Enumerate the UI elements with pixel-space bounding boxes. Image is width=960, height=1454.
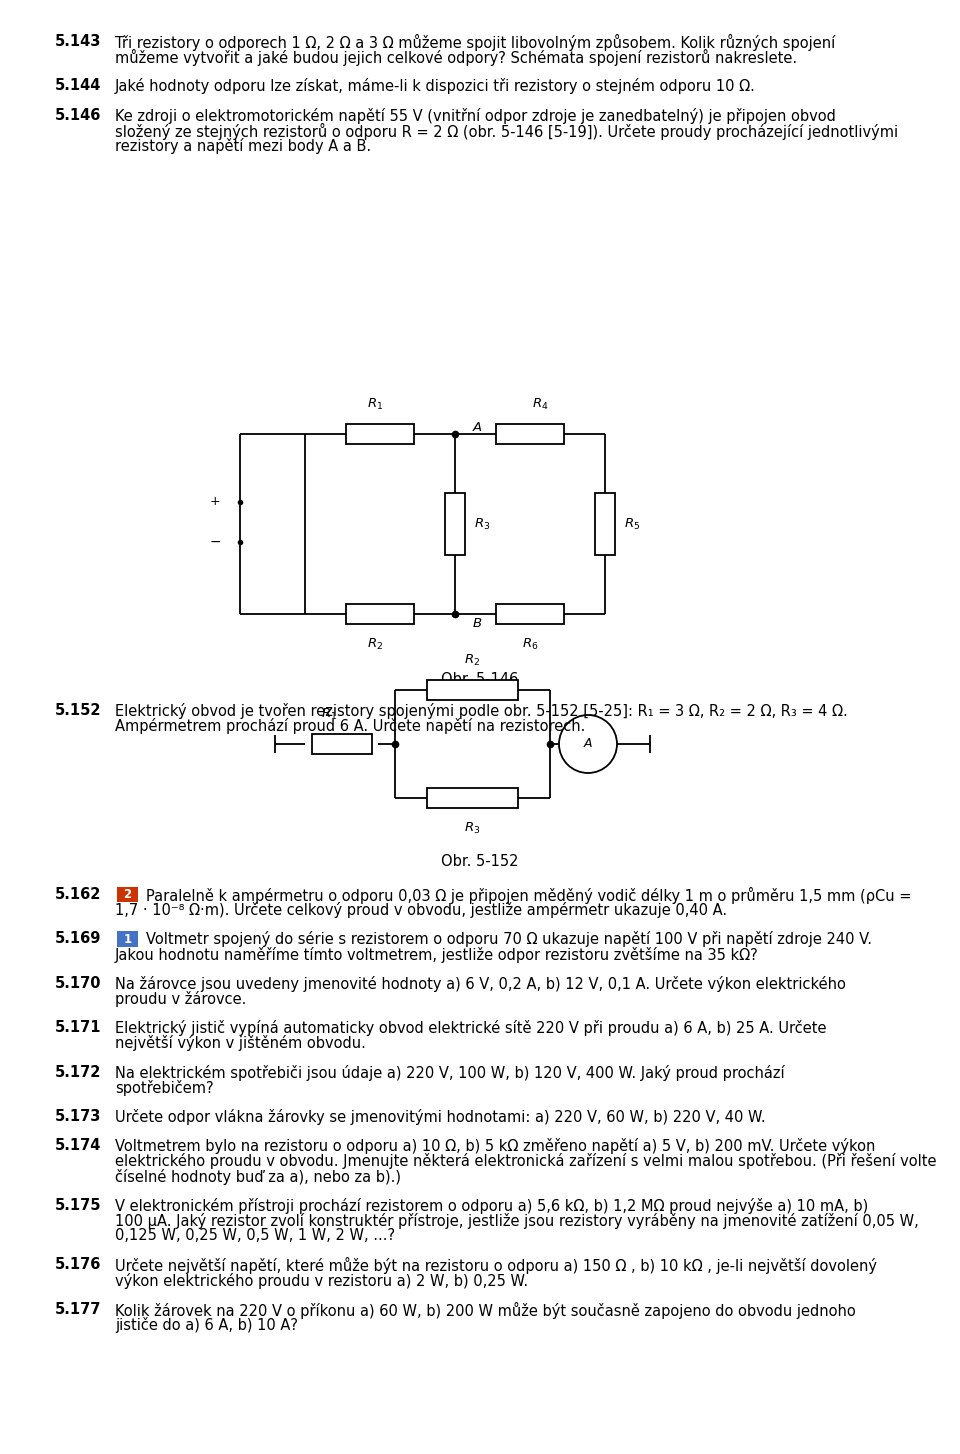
Text: číselné hodnoty buď za a), nebo za b).): číselné hodnoty buď za a), nebo za b).) xyxy=(115,1169,401,1185)
Text: $R_1$: $R_1$ xyxy=(367,397,383,411)
Text: Obr. 5-152: Obr. 5-152 xyxy=(442,853,518,869)
Text: Na žárovce jsou uvedeny jmenovité hodnoty a) 6 V, 0,2 A, b) 12 V, 0,1 A. Určete : Na žárovce jsou uvedeny jmenovité hodnot… xyxy=(115,976,846,992)
Text: rezistory a napětí mezi body A a B.: rezistory a napětí mezi body A a B. xyxy=(115,138,372,154)
Bar xyxy=(346,603,414,624)
Text: $R_1$: $R_1$ xyxy=(322,707,338,721)
Bar xyxy=(496,603,564,624)
Text: 5.170: 5.170 xyxy=(55,976,102,990)
Text: Ke zdroji o elektromotorickém napětí 55 V (vnitřní odpor zdroje je zanedbatelný): Ke zdroji o elektromotorickém napětí 55 … xyxy=(115,108,836,124)
Text: 5.175: 5.175 xyxy=(55,1198,102,1213)
Text: 100 μA. Jaký rezistor zvolí konstruktér přístroje, jestliže jsou rezistory vyráb: 100 μA. Jaký rezistor zvolí konstruktér … xyxy=(115,1213,919,1229)
FancyBboxPatch shape xyxy=(117,932,138,947)
Text: $A$: $A$ xyxy=(583,737,593,750)
Text: Kolik žárovek na 220 V o příkonu a) 60 W, b) 200 W může být současně zapojeno do: Kolik žárovek na 220 V o příkonu a) 60 W… xyxy=(115,1301,855,1319)
Text: 5.146: 5.146 xyxy=(55,108,102,122)
Text: Tři rezistory o odporech 1 Ω, 2 Ω a 3 Ω můžeme spojit libovolným způsobem. Kolik: Tři rezistory o odporech 1 Ω, 2 Ω a 3 Ω … xyxy=(115,33,835,51)
Bar xyxy=(445,493,465,555)
Text: 5.169: 5.169 xyxy=(55,932,102,947)
Text: Ampérmetrem prochází proud 6 A. Určete napětí na rezistorech.: Ampérmetrem prochází proud 6 A. Určete n… xyxy=(115,718,586,734)
Text: můžeme vytvořit a jaké budou jejich celkové odpory? Schémata spojení rezistorů n: můžeme vytvořit a jaké budou jejich celk… xyxy=(115,49,797,67)
Text: Voltmetr spojený do série s rezistorem o odporu 70 Ω ukazuje napětí 100 V při na: Voltmetr spojený do série s rezistorem o… xyxy=(146,932,872,948)
Text: proudu v žárovce.: proudu v žárovce. xyxy=(115,992,247,1008)
Text: $R_2$: $R_2$ xyxy=(367,637,383,651)
Text: 1: 1 xyxy=(124,932,132,945)
Text: $A$: $A$ xyxy=(471,422,483,435)
Circle shape xyxy=(559,715,617,774)
Text: 5.144: 5.144 xyxy=(55,79,102,93)
Text: jističe do a) 6 A, b) 10 A?: jističe do a) 6 A, b) 10 A? xyxy=(115,1317,298,1333)
Bar xyxy=(427,788,517,808)
Text: Určete největší napětí, které může být na rezistoru o odporu a) 150 Ω , b) 10 kΩ: Určete největší napětí, které může být n… xyxy=(115,1258,877,1274)
Text: $B$: $B$ xyxy=(472,618,482,631)
Text: Jaké hodnoty odporu lze získat, máme-li k dispozici tři rezistory o stejném odpo: Jaké hodnoty odporu lze získat, máme-li … xyxy=(115,79,756,95)
Text: +: + xyxy=(209,496,220,509)
FancyBboxPatch shape xyxy=(117,887,138,903)
Text: 5.162: 5.162 xyxy=(55,887,102,901)
Text: 5.172: 5.172 xyxy=(55,1064,102,1080)
Text: $R_3$: $R_3$ xyxy=(474,516,491,532)
Text: Voltmetrem bylo na rezistoru o odporu a) 10 Ω, b) 5 kΩ změřeno napětí a) 5 V, b): Voltmetrem bylo na rezistoru o odporu a)… xyxy=(115,1138,876,1154)
Text: −: − xyxy=(209,535,221,550)
Bar xyxy=(496,425,564,443)
Text: Na elektrickém spotřebiči jsou údaje a) 220 V, 100 W, b) 120 V, 400 W. Jaký prou: Na elektrickém spotřebiči jsou údaje a) … xyxy=(115,1064,784,1080)
Text: 5.173: 5.173 xyxy=(55,1109,102,1124)
Bar xyxy=(311,734,372,755)
Text: Elektrický obvod je tvořen rezistory spojenými podle obr. 5-152 [5-25]: R₁ = 3 Ω: Elektrický obvod je tvořen rezistory spo… xyxy=(115,702,848,718)
Text: Určete odpor vlákna žárovky se jmenovitými hodnotami: a) 220 V, 60 W, b) 220 V, : Určete odpor vlákna žárovky se jmenovitý… xyxy=(115,1109,766,1125)
Text: Jakou hodnotu naměříme tímto voltmetrem, jestliže odpor rezistoru zvětšíme na 35: Jakou hodnotu naměříme tímto voltmetrem,… xyxy=(115,947,758,963)
Bar xyxy=(346,425,414,443)
Text: 5.176: 5.176 xyxy=(55,1258,102,1272)
Bar xyxy=(595,493,615,555)
Text: 5.171: 5.171 xyxy=(55,1021,102,1035)
Bar xyxy=(427,680,517,699)
Text: největší výkon v jištěném obvodu.: největší výkon v jištěném obvodu. xyxy=(115,1035,366,1051)
Text: 2: 2 xyxy=(124,888,132,901)
Text: elektrického proudu v obvodu. Jmenujte některá elektronická zařízení s velmi mal: elektrického proudu v obvodu. Jmenujte n… xyxy=(115,1153,937,1169)
Text: výkon elektrického proudu v rezistoru a) 2 W, b) 0,25 W.: výkon elektrického proudu v rezistoru a)… xyxy=(115,1272,528,1288)
Text: 5.143: 5.143 xyxy=(55,33,102,49)
Text: Paralelně k ampérmetru o odporu 0,03 Ω je připojen měděný vodič délky 1 m o prům: Paralelně k ampérmetru o odporu 0,03 Ω j… xyxy=(146,887,911,904)
Text: $R_5$: $R_5$ xyxy=(624,516,640,532)
Text: spotřebičem?: spotřebičem? xyxy=(115,1080,214,1096)
Text: $R_2$: $R_2$ xyxy=(465,653,481,667)
Text: složený ze stejných rezistorů o odporu R = 2 Ω (obr. 5-146 [5-19]). Určete proud: složený ze stejných rezistorů o odporu R… xyxy=(115,122,899,140)
Text: 0,125 W, 0,25 W, 0,5 W, 1 W, 2 W, ...?: 0,125 W, 0,25 W, 0,5 W, 1 W, 2 W, ...? xyxy=(115,1229,396,1243)
Text: 5.174: 5.174 xyxy=(55,1138,102,1153)
Text: 5.152: 5.152 xyxy=(55,702,102,718)
Text: 1,7 · 10⁻⁸ Ω·m). Určete celkový proud v obvodu, jestliže ampérmetr ukazuje 0,40 : 1,7 · 10⁻⁸ Ω·m). Určete celkový proud v … xyxy=(115,901,727,917)
Text: $R_4$: $R_4$ xyxy=(532,397,548,411)
Text: $R_6$: $R_6$ xyxy=(522,637,539,651)
Text: Elektrický jistič vypíná automaticky obvod elektrické sítě 220 V při proudu a) 6: Elektrický jistič vypíná automaticky obv… xyxy=(115,1021,827,1037)
Text: Obr. 5-146: Obr. 5-146 xyxy=(442,672,518,686)
Text: V elektronickém přístroji prochází rezistorem o odporu a) 5,6 kΩ, b) 1,2 MΩ prou: V elektronickém přístroji prochází rezis… xyxy=(115,1198,868,1214)
Text: 5.177: 5.177 xyxy=(55,1301,102,1317)
Text: $R_3$: $R_3$ xyxy=(465,820,481,836)
